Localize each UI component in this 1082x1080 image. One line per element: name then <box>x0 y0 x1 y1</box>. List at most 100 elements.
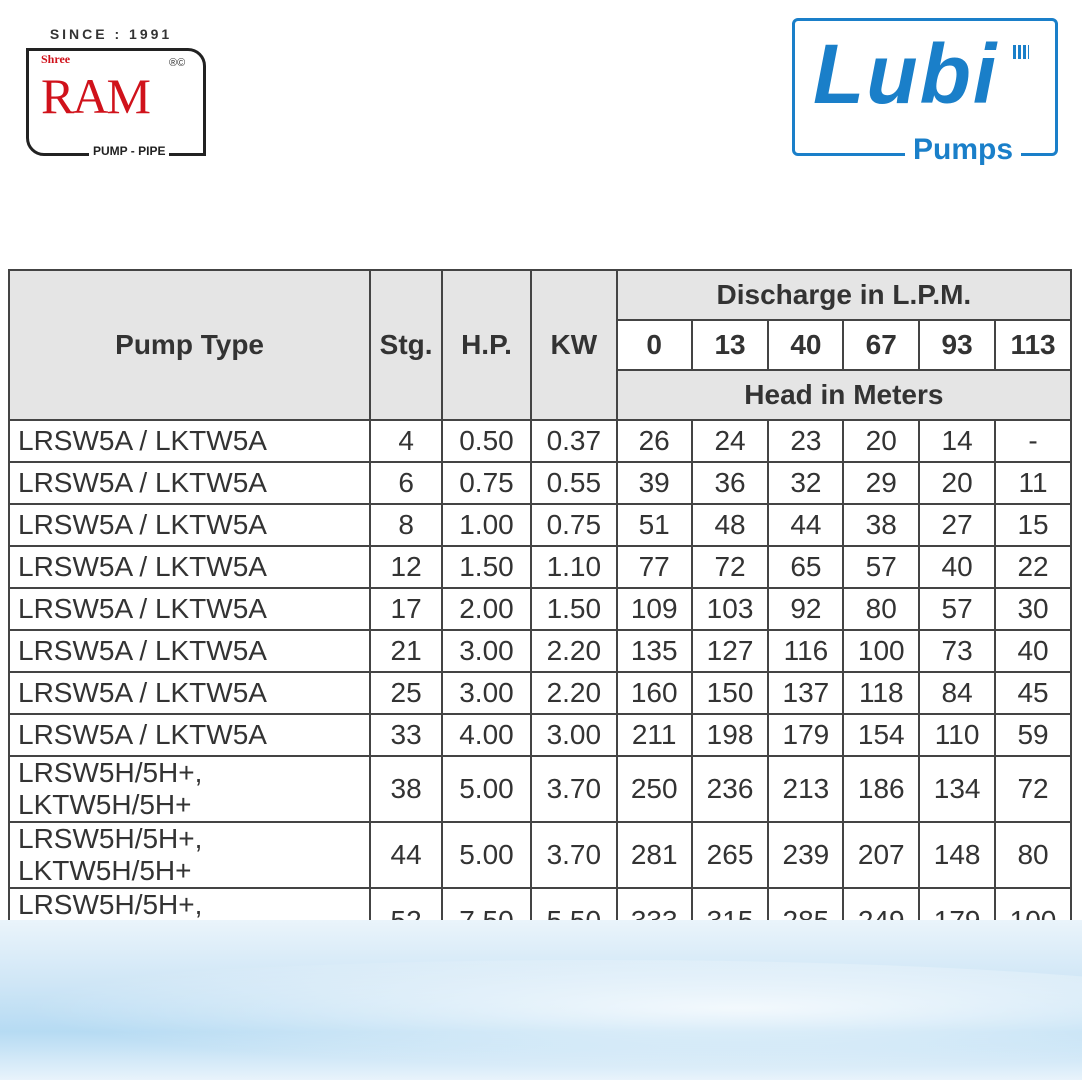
header-stages: Stg. <box>369 269 444 421</box>
head-cell: 110 <box>918 713 997 757</box>
since-text: SINCE : 1991 <box>49 26 173 42</box>
hp-cell: 3.00 <box>441 671 532 715</box>
head-cell: 30 <box>994 587 1072 631</box>
discharge-value: 93 <box>918 319 997 371</box>
hp-cell: 2.00 <box>441 587 532 631</box>
head-cell: 207 <box>842 821 921 889</box>
kw-cell: 3.00 <box>529 713 618 757</box>
head-cell: 150 <box>690 671 770 715</box>
head-cell: 116 <box>767 629 845 673</box>
head-cell: 40 <box>918 545 997 589</box>
head-cell: 44 <box>767 503 845 547</box>
head-cell: 109 <box>615 587 693 631</box>
head-cell: 236 <box>690 755 770 823</box>
header-head: Head in Meters <box>615 369 1073 421</box>
table-row: LRSW5H/5H+, LKTW5H/5H+ 38 5.00 3.70 250 236 21… <box>7 755 1072 823</box>
head-cell: 100 <box>842 629 921 673</box>
discharge-value: 67 <box>842 319 921 371</box>
pump-type-cell: LRSW5A / LKTW5A <box>7 503 372 547</box>
head-cell: 48 <box>690 503 770 547</box>
head-cell: 29 <box>842 461 921 505</box>
head-cell: 23 <box>767 419 845 463</box>
pump-type-cell: LRSW5A / LKTW5A <box>7 713 372 757</box>
stages-cell: 4 <box>369 419 444 463</box>
pump-type-cell: LRSW5A / LKTW5A <box>7 545 372 589</box>
head-cell: - <box>994 419 1072 463</box>
lubi-tagline: Pumps <box>905 135 1022 165</box>
stages-cell: 8 <box>369 503 444 547</box>
head-cell: 80 <box>842 587 921 631</box>
header-kw: KW <box>529 269 618 421</box>
head-cell: 135 <box>615 629 693 673</box>
head-cell: 40 <box>994 629 1072 673</box>
discharge-value: 13 <box>690 319 770 371</box>
head-cell: 26 <box>615 419 693 463</box>
head-cell: 22 <box>994 545 1072 589</box>
table-row: LRSW5A / LKTW5A 8 1.00 0.75 51 48 44 38 27 15 <box>7 503 1072 547</box>
pump-type-cell: LRSW5A / LKTW5A <box>7 671 372 715</box>
head-cell: 39 <box>615 461 693 505</box>
hp-cell: 3.00 <box>441 629 532 673</box>
head-cell: 57 <box>918 587 997 631</box>
head-cell: 38 <box>842 503 921 547</box>
kw-cell: 1.10 <box>529 545 618 589</box>
head-cell: 65 <box>767 545 845 589</box>
head-cell: 59 <box>994 713 1072 757</box>
kw-cell: 0.75 <box>529 503 618 547</box>
water-wave-background <box>0 920 1082 1080</box>
head-cell: 45 <box>994 671 1072 715</box>
ram-logo-frame: Shree RAM ®© PUMP - PIPE <box>26 48 206 158</box>
hp-cell: 1.00 <box>441 503 532 547</box>
kw-cell: 0.37 <box>529 419 618 463</box>
stages-cell: 21 <box>369 629 444 673</box>
hp-cell: 5.00 <box>441 755 532 823</box>
ram-logo: SINCE : 1991 Shree RAM ®© PUMP - PIPE <box>26 26 206 158</box>
lubi-logo: Lubi Pumps <box>792 18 1058 165</box>
head-cell: 127 <box>690 629 770 673</box>
ram-wordmark: RAM <box>41 68 151 124</box>
pump-type-cell: LRSW5A / LKTW5A <box>7 419 372 463</box>
head-cell: 160 <box>615 671 693 715</box>
head-cell: 72 <box>994 755 1072 823</box>
pump-type-cell: LRSW5A / LKTW5A <box>7 629 372 673</box>
shree-text: Shree <box>41 52 71 66</box>
head-cell: 239 <box>767 821 845 889</box>
discharge-value: 40 <box>767 319 845 371</box>
head-cell: 179 <box>767 713 845 757</box>
head-cell: 134 <box>918 755 997 823</box>
kw-cell: 3.70 <box>529 821 618 889</box>
table-row: LRSW5A / LKTW5A 12 1.50 1.10 77 72 65 57 40 22 <box>7 545 1072 589</box>
pump-type-cell: LRSW5A / LKTW5A <box>7 461 372 505</box>
head-cell: 137 <box>767 671 845 715</box>
table-row: LRSW5H/5H+, LKTW5H/5H+ 44 5.00 3.70 281 265 23… <box>7 821 1072 889</box>
hp-cell: 5.00 <box>441 821 532 889</box>
head-cell: 36 <box>690 461 770 505</box>
kw-cell: 0.55 <box>529 461 618 505</box>
registered-mark: ®© <box>169 57 186 69</box>
head-cell: 84 <box>918 671 997 715</box>
kw-cell: 1.50 <box>529 587 618 631</box>
head-cell: 154 <box>842 713 921 757</box>
table-row: LRSW5A / LKTW5A 21 3.00 2.20 135 127 116 100 73 4… <box>7 629 1072 673</box>
pump-type-cell: LRSW5A / LKTW5A <box>7 587 372 631</box>
stages-cell: 44 <box>369 821 444 889</box>
stages-cell: 38 <box>369 755 444 823</box>
head-cell: 20 <box>918 461 997 505</box>
hp-cell: 0.50 <box>441 419 532 463</box>
lubi-wordmark: Lubi <box>813 27 999 121</box>
head-cell: 51 <box>615 503 693 547</box>
head-cell: 15 <box>994 503 1072 547</box>
head-cell: 77 <box>615 545 693 589</box>
header-pump-type: Pump Type <box>7 269 372 421</box>
table-row: LRSW5A / LKTW5A 25 3.00 2.20 160 150 137 118 84 4… <box>7 671 1072 715</box>
head-cell: 73 <box>918 629 997 673</box>
head-cell: 72 <box>690 545 770 589</box>
pump-spec-table: Pump Type Stg. H.P. KW Discharge in L.P.… <box>7 269 1073 1021</box>
kw-cell: 2.20 <box>529 629 618 673</box>
discharge-value: 0 <box>615 319 693 371</box>
kw-cell: 3.70 <box>529 755 618 823</box>
head-cell: 198 <box>690 713 770 757</box>
head-cell: 80 <box>994 821 1072 889</box>
stages-cell: 33 <box>369 713 444 757</box>
head-cell: 118 <box>842 671 921 715</box>
